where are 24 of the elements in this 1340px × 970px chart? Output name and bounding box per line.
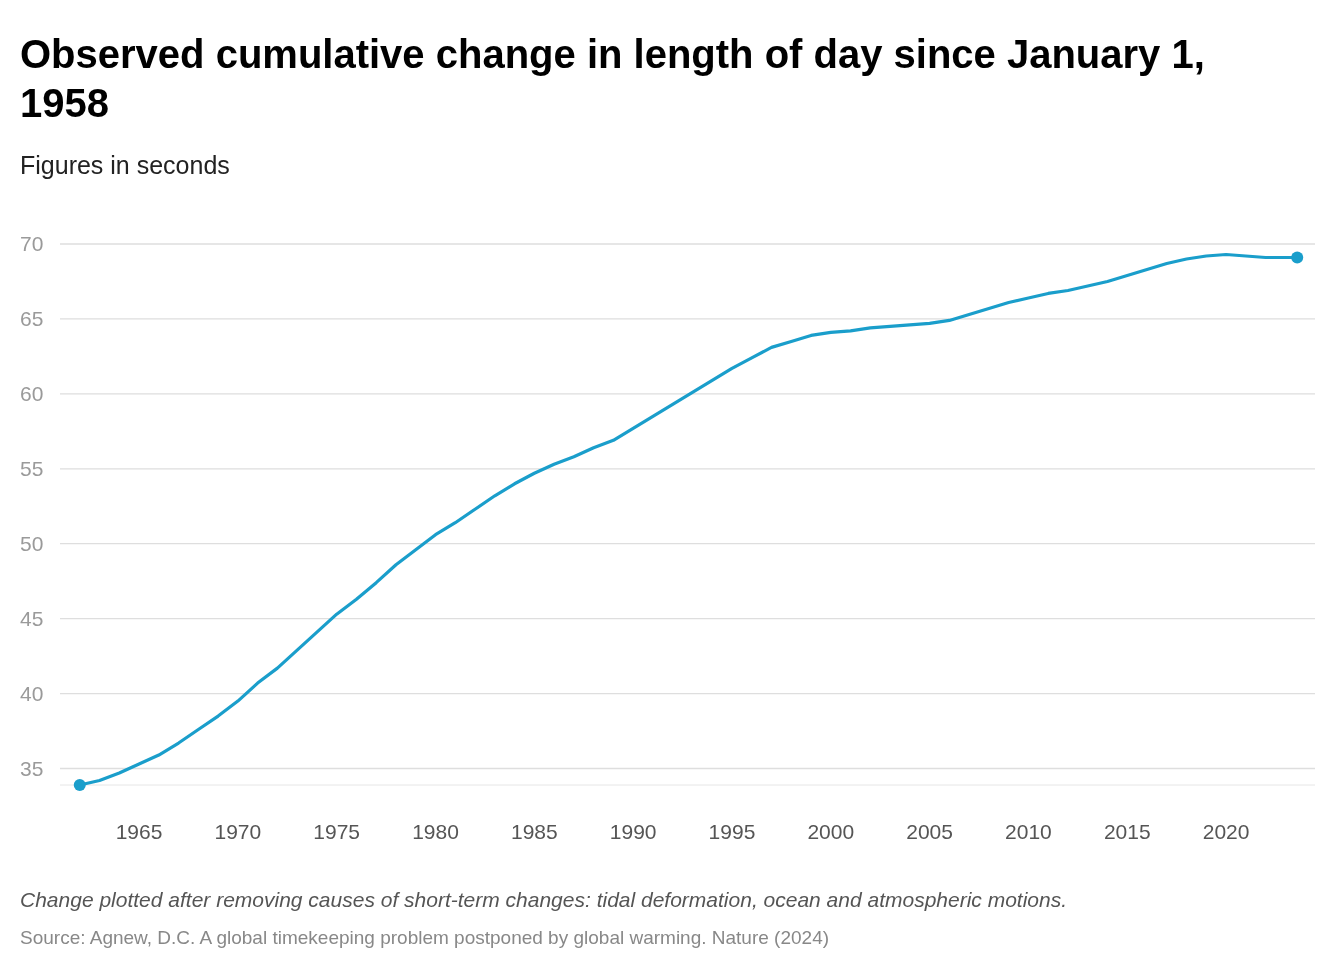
y-tick-label: 40 <box>20 681 44 705</box>
x-tick-label: 1985 <box>510 820 558 843</box>
x-tick-label: 1990 <box>609 820 657 843</box>
x-tick-label: 1970 <box>214 820 262 843</box>
x-tick-label: 2000 <box>807 820 855 843</box>
y-tick-label: 50 <box>20 532 44 556</box>
y-tick-label: 45 <box>20 607 44 630</box>
y-tick-label: 35 <box>20 756 44 780</box>
y-tick-label: 70 <box>20 232 44 256</box>
x-tick-label: 1980 <box>412 820 459 843</box>
x-tick-label: 2005 <box>906 820 953 843</box>
x-tick-label: 2015 <box>1103 820 1151 843</box>
x-tick-label: 1995 <box>708 820 756 843</box>
y-tick-label: 60 <box>20 382 44 406</box>
x-tick-label: 2020 <box>1202 820 1250 843</box>
chart-title: Observed cumulative change in length of day since January 1, 1958 <box>20 32 1205 125</box>
x-tick-label: 1975 <box>313 820 361 843</box>
y-tick-label: 65 <box>20 307 44 331</box>
source-note: Source: Agnew, D.C. A global timekeeping problem postponed by global warming. Nature (2024) <box>20 927 830 948</box>
x-tick-label: 2010 <box>1005 820 1052 843</box>
chart-subtitle: Figures in seconds <box>20 151 230 179</box>
x-tick-label: 1965 <box>115 820 163 843</box>
text: Change plotted after removing causes of short-term changes: tidal deformation, ocean and atmospheric motions. <box>20 888 1068 911</box>
y-tick-label: 55 <box>20 457 44 481</box>
